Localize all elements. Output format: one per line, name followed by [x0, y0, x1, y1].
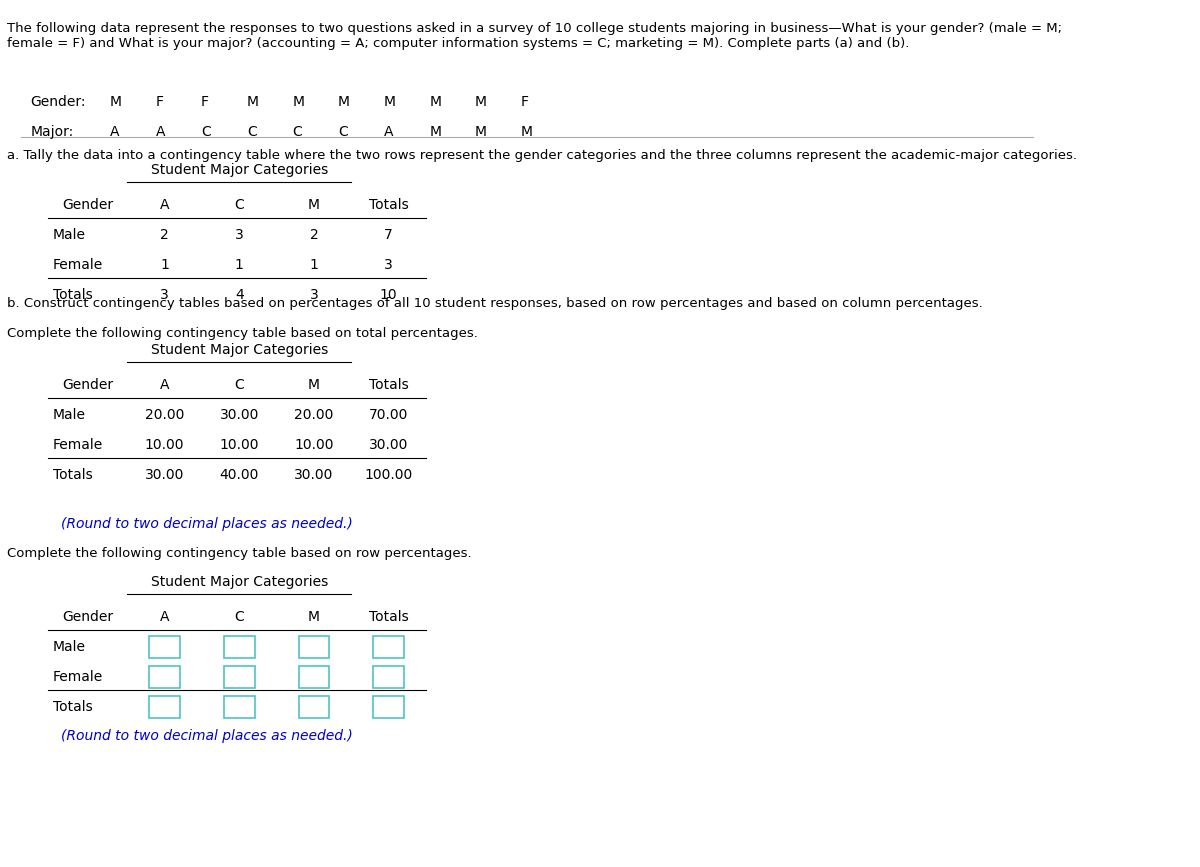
Text: M: M — [308, 198, 320, 212]
FancyBboxPatch shape — [373, 636, 404, 658]
Text: 70.00: 70.00 — [368, 408, 408, 422]
Text: Totals: Totals — [53, 700, 92, 714]
Text: A: A — [160, 198, 169, 212]
Text: M: M — [521, 125, 533, 139]
Text: Gender: Gender — [62, 610, 113, 624]
Text: M: M — [109, 95, 121, 109]
FancyBboxPatch shape — [224, 666, 254, 688]
Text: 10.00: 10.00 — [294, 438, 334, 452]
Text: 10.00: 10.00 — [220, 438, 259, 452]
Text: F: F — [156, 95, 163, 109]
Text: M: M — [430, 125, 442, 139]
Text: C: C — [234, 198, 244, 212]
Text: Gender: Gender — [62, 378, 113, 392]
Text: The following data represent the responses to two questions asked in a survey of: The following data represent the respons… — [7, 22, 1062, 50]
FancyBboxPatch shape — [299, 636, 329, 658]
Text: 3: 3 — [384, 258, 392, 272]
Text: M: M — [475, 95, 487, 109]
FancyBboxPatch shape — [149, 636, 180, 658]
Text: Totals: Totals — [368, 198, 408, 212]
FancyBboxPatch shape — [149, 666, 180, 688]
FancyBboxPatch shape — [299, 696, 329, 718]
Text: A: A — [109, 125, 119, 139]
Text: Male: Male — [53, 408, 85, 422]
Text: a. Tally the data into a contingency table where the two rows represent the gend: a. Tally the data into a contingency tab… — [7, 149, 1078, 162]
Text: 30.00: 30.00 — [368, 438, 408, 452]
Text: Totals: Totals — [368, 378, 408, 392]
Text: Gender: Gender — [62, 198, 113, 212]
Text: 2: 2 — [310, 228, 318, 242]
Text: C: C — [234, 610, 244, 624]
Text: 20.00: 20.00 — [294, 408, 334, 422]
Text: Female: Female — [53, 258, 103, 272]
Text: 4: 4 — [235, 288, 244, 302]
Text: (Round to two decimal places as needed.): (Round to two decimal places as needed.) — [61, 729, 353, 743]
Text: F: F — [202, 95, 209, 109]
FancyBboxPatch shape — [373, 666, 404, 688]
Text: 3: 3 — [161, 288, 169, 302]
Text: 30.00: 30.00 — [294, 468, 334, 482]
Text: Student Major Categories: Student Major Categories — [151, 575, 328, 589]
Text: M: M — [384, 95, 396, 109]
Text: 7: 7 — [384, 228, 392, 242]
Text: 100.00: 100.00 — [365, 468, 413, 482]
Text: Complete the following contingency table based on row percentages.: Complete the following contingency table… — [7, 547, 472, 560]
Text: 30.00: 30.00 — [220, 408, 259, 422]
Text: M: M — [308, 378, 320, 392]
Text: A: A — [160, 610, 169, 624]
FancyBboxPatch shape — [224, 636, 254, 658]
Text: 2: 2 — [161, 228, 169, 242]
Text: M: M — [247, 95, 259, 109]
Text: 1: 1 — [161, 258, 169, 272]
Text: 20.00: 20.00 — [145, 408, 185, 422]
Text: Totals: Totals — [53, 468, 92, 482]
Text: F: F — [521, 95, 529, 109]
Text: 3: 3 — [235, 228, 244, 242]
Text: b. Construct contingency tables based on percentages of all 10 student responses: b. Construct contingency tables based on… — [7, 297, 983, 310]
FancyBboxPatch shape — [149, 696, 180, 718]
Text: 10: 10 — [379, 288, 397, 302]
FancyBboxPatch shape — [299, 666, 329, 688]
Text: 40.00: 40.00 — [220, 468, 259, 482]
Text: A: A — [156, 125, 164, 139]
Text: 1: 1 — [310, 258, 318, 272]
Text: C: C — [338, 125, 348, 139]
Text: 3: 3 — [310, 288, 318, 302]
Text: C: C — [293, 125, 302, 139]
Text: Male: Male — [53, 228, 85, 242]
Text: M: M — [430, 95, 442, 109]
Text: Complete the following contingency table based on total percentages.: Complete the following contingency table… — [7, 327, 478, 340]
Text: Student Major Categories: Student Major Categories — [151, 163, 328, 177]
Text: Gender:: Gender: — [31, 95, 86, 109]
Text: M: M — [308, 610, 320, 624]
Text: A: A — [160, 378, 169, 392]
Text: Totals: Totals — [53, 288, 92, 302]
Text: M: M — [293, 95, 305, 109]
FancyBboxPatch shape — [373, 696, 404, 718]
Text: A: A — [384, 125, 394, 139]
Text: Student Major Categories: Student Major Categories — [151, 343, 328, 357]
Text: Totals: Totals — [368, 610, 408, 624]
Text: C: C — [234, 378, 244, 392]
Text: Male: Male — [53, 640, 85, 654]
Text: M: M — [475, 125, 487, 139]
Text: 1: 1 — [235, 258, 244, 272]
Text: Female: Female — [53, 438, 103, 452]
Text: C: C — [247, 125, 257, 139]
Text: Major:: Major: — [31, 125, 74, 139]
Text: C: C — [202, 125, 211, 139]
Text: 30.00: 30.00 — [145, 468, 185, 482]
Text: 10.00: 10.00 — [145, 438, 185, 452]
Text: (Round to two decimal places as needed.): (Round to two decimal places as needed.) — [61, 517, 353, 531]
FancyBboxPatch shape — [224, 696, 254, 718]
Text: Female: Female — [53, 670, 103, 684]
Text: M: M — [338, 95, 350, 109]
